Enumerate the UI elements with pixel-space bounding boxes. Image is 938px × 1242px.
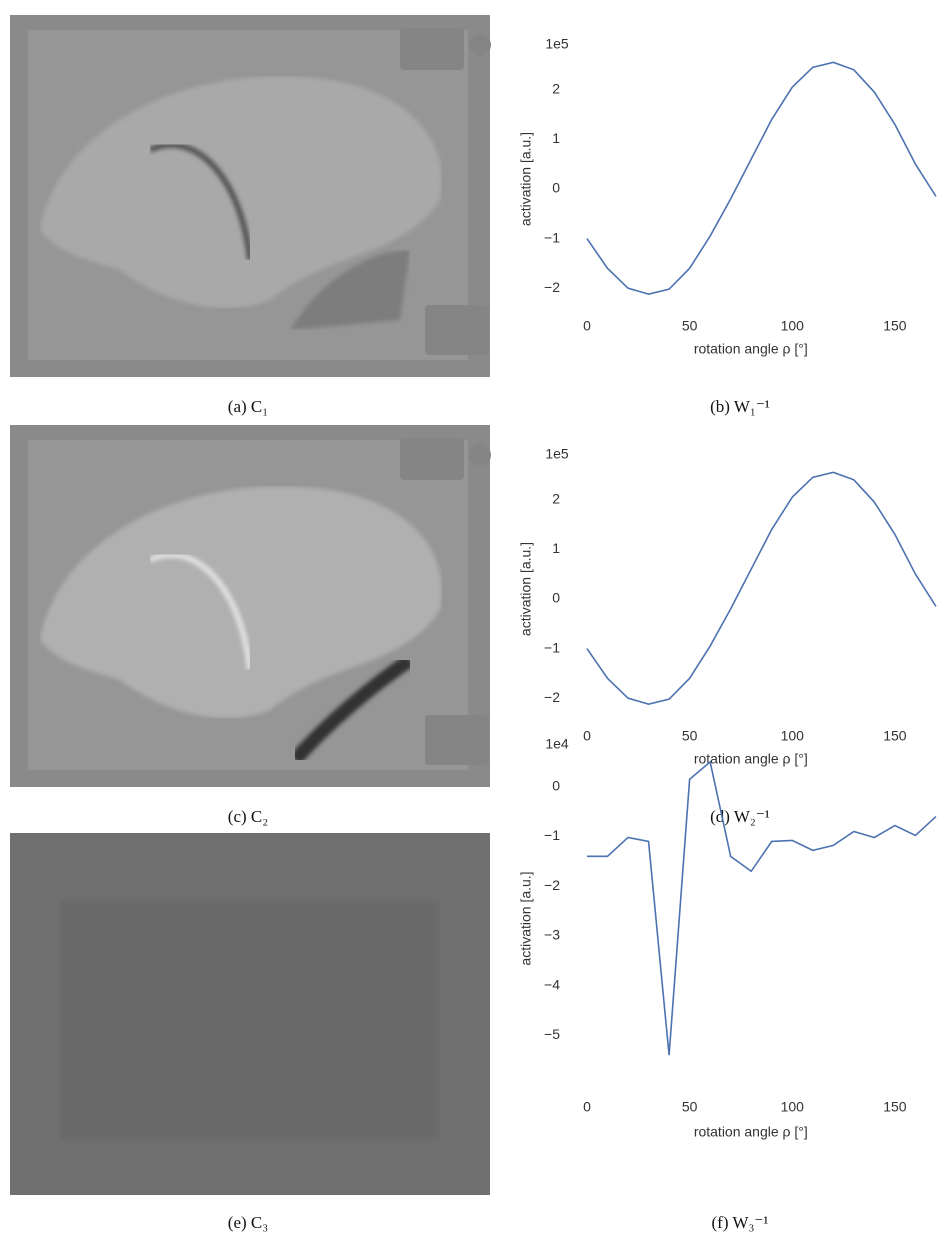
caption: (f) W₃⁻¹ — [712, 1213, 769, 1232]
y-axis-title: activation [a.u.] — [518, 542, 534, 636]
x-tick-label: 100 — [781, 318, 805, 334]
image-c1 — [10, 15, 491, 377]
line — [587, 762, 936, 1055]
y-tick-label: 0 — [552, 180, 560, 196]
image-c3 — [10, 833, 490, 1195]
x-tick-label: 0 — [583, 728, 591, 744]
offset-text: 1e5 — [545, 36, 569, 52]
x-tick-label: 150 — [883, 1099, 907, 1115]
y-tick-label: 1 — [552, 540, 560, 556]
caption: (e) C₃ — [228, 1213, 268, 1232]
x-tick-label: 100 — [781, 1099, 805, 1115]
y-tick-label: −3 — [544, 927, 560, 943]
y-tick-label: 2 — [552, 80, 560, 96]
y-tick-label: −2 — [544, 877, 560, 893]
x-tick-label: 50 — [682, 1099, 698, 1115]
x-tick-label: 0 — [583, 1099, 591, 1115]
figure: (a) C₁ (b) W₁⁻¹ (c) C₂ (d) W₂⁻¹ (e) C₃ (… — [0, 0, 938, 1237]
y-tick-label: 0 — [552, 777, 560, 793]
x-tick-label: 0 — [583, 318, 591, 334]
y-tick-label: −2 — [544, 689, 560, 705]
y-tick-label: −2 — [544, 279, 560, 295]
line — [587, 62, 936, 294]
offset-text: 1e5 — [545, 446, 569, 462]
y-tick-label: 0 — [552, 590, 560, 606]
x-tick-label: 150 — [883, 318, 907, 334]
caption: (c) C₂ — [228, 807, 268, 826]
x-tick-label: 50 — [682, 728, 698, 744]
y-tick-label: −4 — [544, 976, 560, 992]
line — [587, 472, 936, 704]
y-axis-title: activation [a.u.] — [518, 871, 534, 965]
y-tick-label: −1 — [544, 639, 560, 655]
y-tick-label: −1 — [544, 229, 560, 245]
image-c2 — [10, 425, 491, 787]
x-tick-label: 100 — [781, 728, 805, 744]
y-tick-label: −1 — [544, 827, 560, 843]
y-axis-title: activation [a.u.] — [518, 132, 534, 226]
offset-text: 1e4 — [545, 736, 569, 752]
x-axis-title: rotation angle ρ [°] — [694, 341, 808, 357]
caption: (b) W₁⁻¹ — [710, 397, 770, 416]
y-tick-label: 2 — [552, 490, 560, 506]
x-tick-label: 50 — [682, 318, 698, 334]
caption: (a) C₁ — [228, 397, 268, 416]
y-tick-label: −5 — [544, 1026, 560, 1042]
x-tick-label: 150 — [883, 728, 907, 744]
caption: (d) W₂⁻¹ — [710, 807, 770, 826]
y-tick-label: 1 — [552, 130, 560, 146]
x-axis-title: rotation angle ρ [°] — [694, 1124, 808, 1140]
